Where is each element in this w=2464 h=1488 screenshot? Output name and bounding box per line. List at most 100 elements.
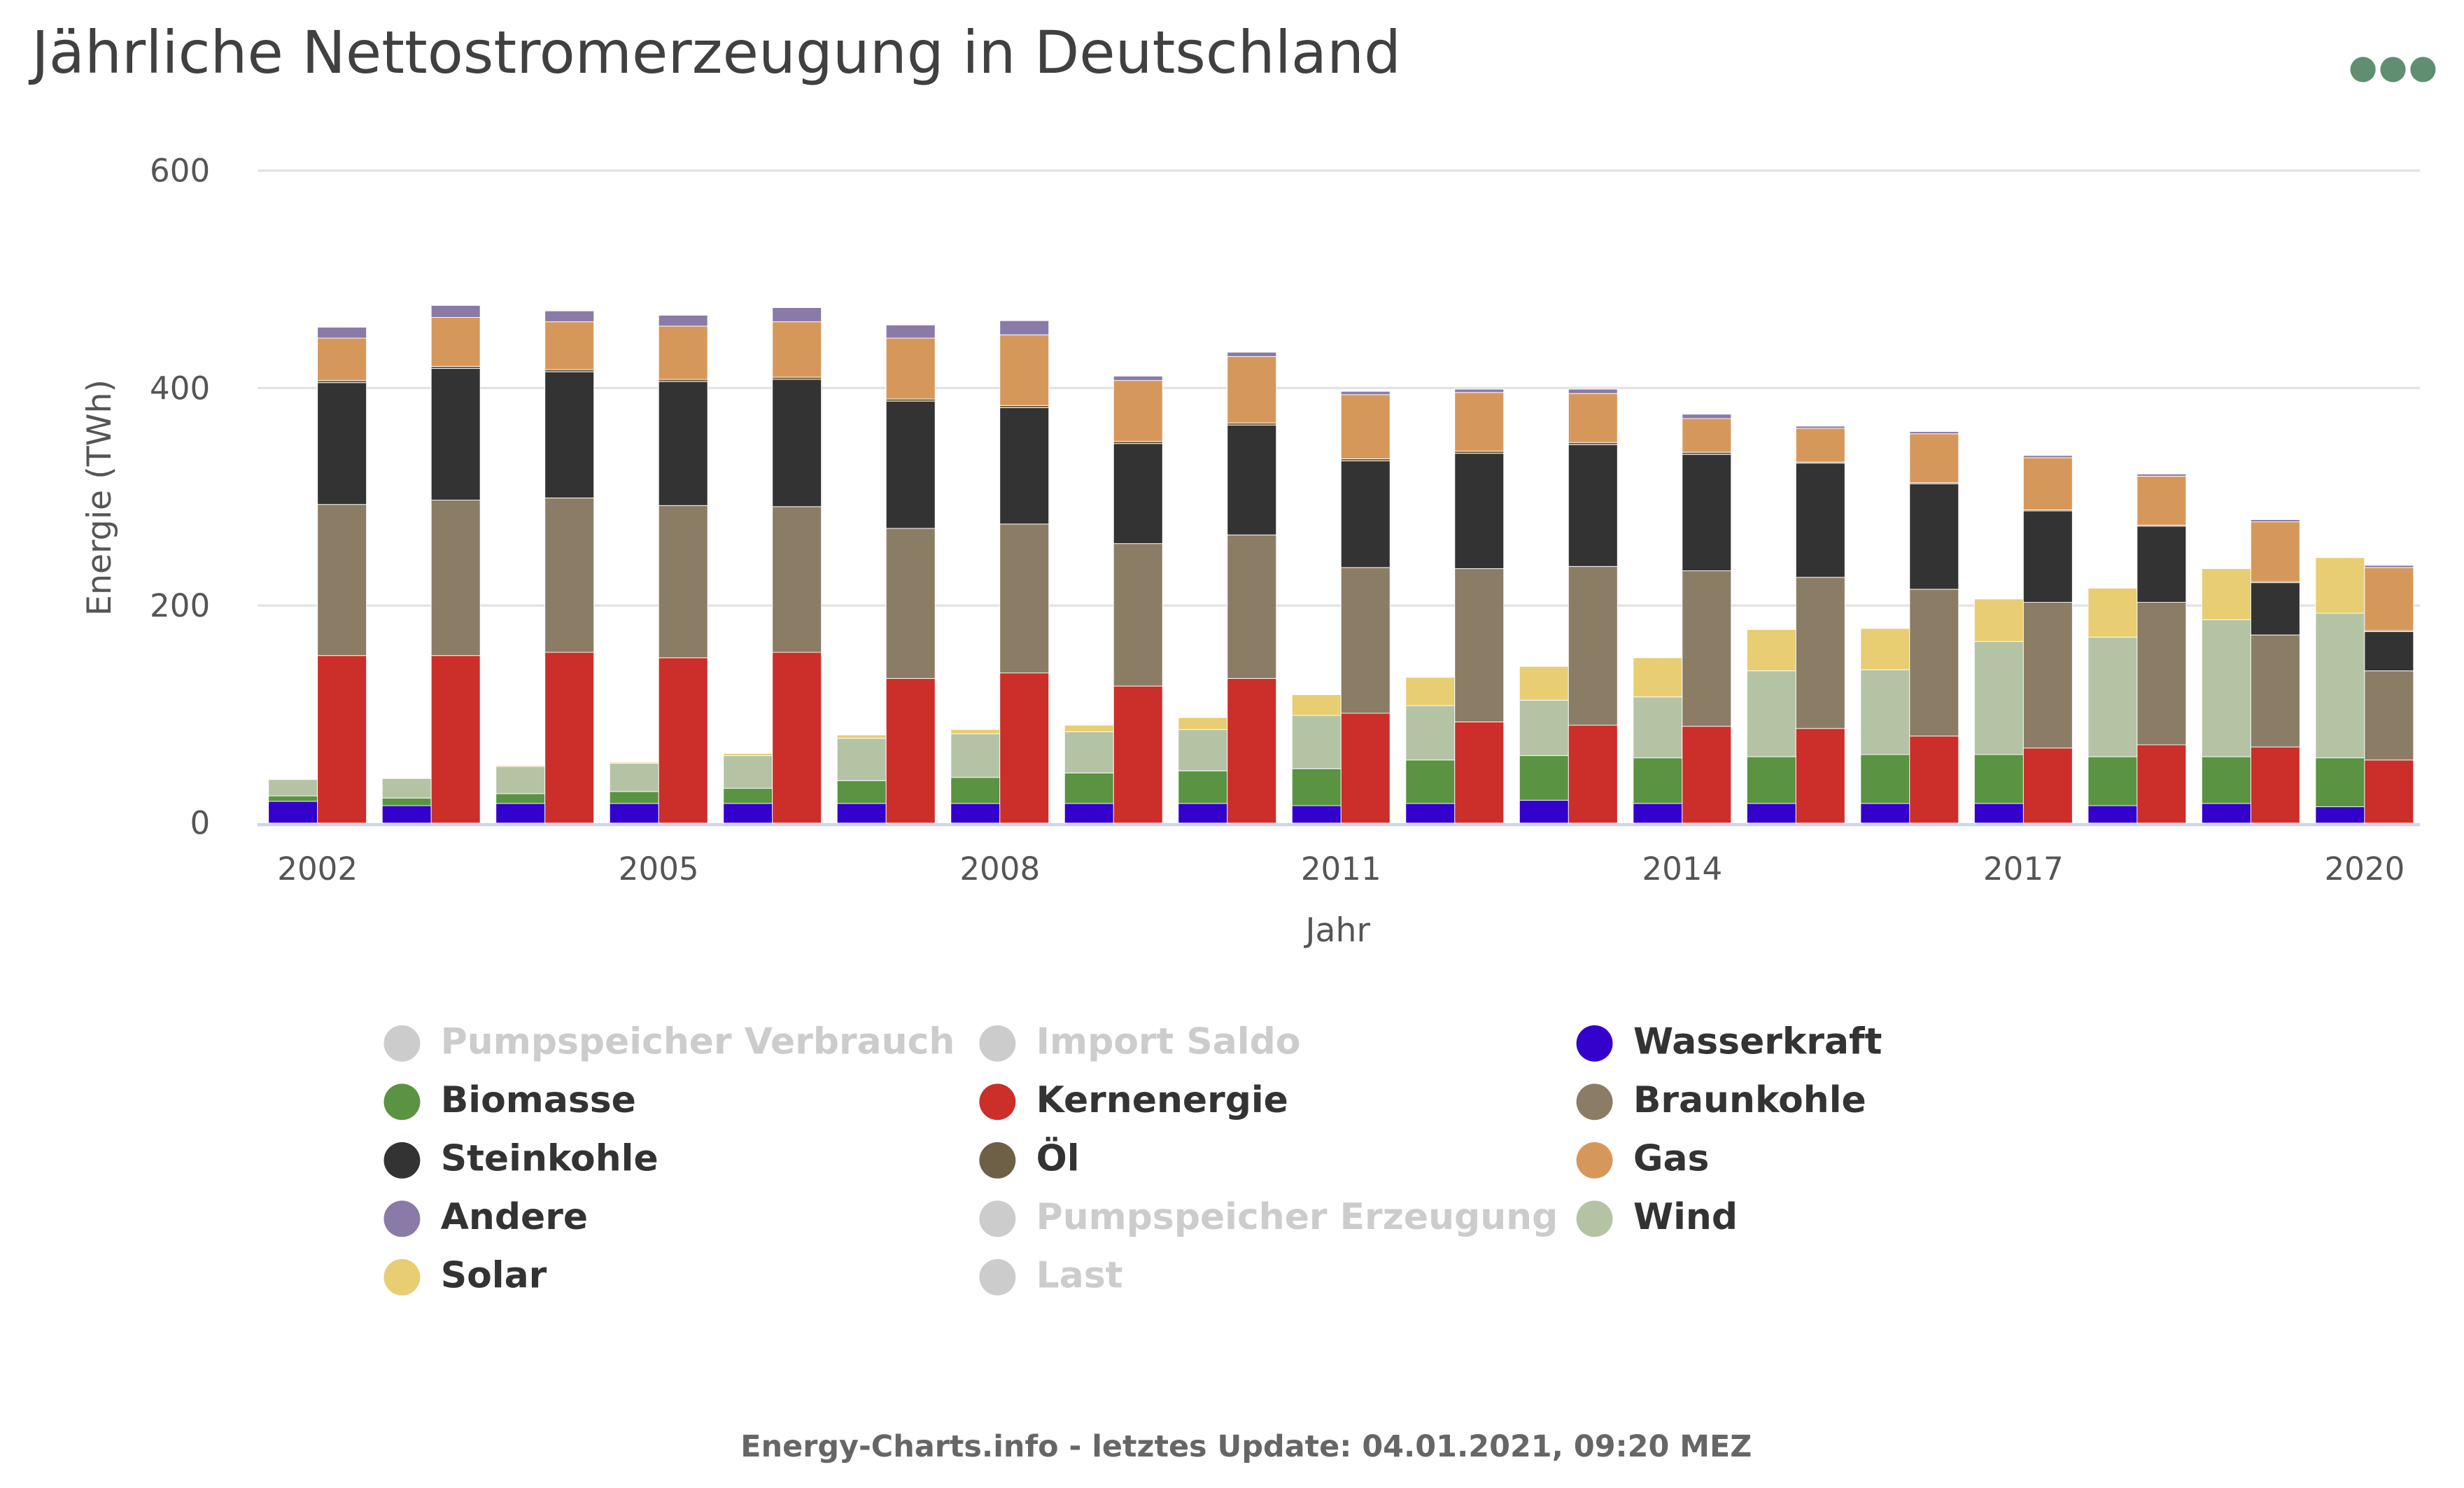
bar-segment-biomasse-2002[interactable]	[268, 795, 318, 802]
bar-segment-biomasse-2011[interactable]	[1291, 768, 1342, 806]
bar-segment-öl-2002[interactable]	[317, 380, 367, 384]
bar-segment-steinkohle-2012[interactable]	[1454, 453, 1505, 569]
bar-segment-andere-2013[interactable]	[1568, 388, 1618, 394]
bar-segment-gas-2010[interactable]	[1227, 356, 1277, 423]
bar-segment-gas-2009[interactable]	[1113, 380, 1163, 442]
bar-segment-öl-2004[interactable]	[544, 369, 595, 372]
bar-segment-wind-2014[interactable]	[1633, 696, 1683, 759]
bar-segment-wind-2012[interactable]	[1405, 705, 1456, 761]
bar-segment-braunkohle-2007[interactable]	[885, 528, 936, 679]
bar-segment-biomasse-2004[interactable]	[495, 793, 546, 804]
bar-segment-wind-2009[interactable]	[1064, 731, 1114, 773]
bar-segment-braunkohle-2011[interactable]	[1340, 567, 1391, 714]
bar-segment-steinkohle-2010[interactable]	[1227, 424, 1277, 535]
bar-segment-gas-2013[interactable]	[1568, 393, 1618, 443]
legend-item-import-saldo[interactable]: Import Saldo	[979, 1022, 1300, 1063]
bar-segment-solar-2010[interactable]	[1178, 717, 1228, 730]
bar-segment-kernenergie-2015[interactable]	[1795, 728, 1845, 824]
bar-segment-andere-2007[interactable]	[885, 324, 936, 339]
bar-segment-solar-2008[interactable]	[950, 729, 1001, 735]
bar-segment-wind-2010[interactable]	[1178, 729, 1228, 771]
bar-segment-kernenergie-2004[interactable]	[544, 652, 595, 824]
bar-segment-öl-2013[interactable]	[1568, 442, 1618, 445]
bar-segment-solar-2011[interactable]	[1291, 694, 1342, 716]
bar-segment-biomasse-2018[interactable]	[2088, 756, 2138, 806]
bar-segment-biomasse-2009[interactable]	[1064, 773, 1114, 804]
legend-item-biomasse[interactable]: Biomasse	[383, 1081, 636, 1122]
legend-item-wasserkraft[interactable]: Wasserkraft	[1576, 1022, 1882, 1063]
legend-item-solar[interactable]: Solar	[383, 1256, 547, 1297]
bar-segment-braunkohle-2020[interactable]	[2364, 670, 2414, 761]
bar-segment-andere-2019[interactable]	[2250, 519, 2300, 523]
bar-segment-wasserkraft-2010[interactable]	[1178, 803, 1228, 824]
bar-segment-wind-2020[interactable]	[2315, 612, 2365, 759]
bar-segment-biomasse-2007[interactable]	[836, 780, 887, 804]
bar-segment-öl-2009[interactable]	[1113, 441, 1163, 444]
bar-segment-andere-2012[interactable]	[1454, 388, 1505, 393]
bar-segment-wasserkraft-2016[interactable]	[1860, 803, 1910, 824]
bar-segment-wasserkraft-2009[interactable]	[1064, 803, 1114, 824]
bar-segment-steinkohle-2008[interactable]	[999, 407, 1050, 525]
bar-segment-steinkohle-2009[interactable]	[1113, 443, 1163, 545]
bar-segment-solar-2014[interactable]	[1633, 657, 1683, 698]
legend-item-öl[interactable]: Öl	[979, 1139, 1080, 1180]
bar-segment-gas-2018[interactable]	[2136, 475, 2187, 526]
bar-segment-öl-2010[interactable]	[1227, 422, 1277, 426]
bar-segment-andere-2020[interactable]	[2364, 565, 2414, 568]
bar-segment-biomasse-2003[interactable]	[381, 797, 432, 806]
bar-segment-kernenergie-2013[interactable]	[1568, 724, 1618, 824]
bar-segment-wind-2002[interactable]	[268, 779, 318, 796]
bar-segment-braunkohle-2010[interactable]	[1227, 534, 1277, 679]
bar-segment-wind-2008[interactable]	[950, 734, 1001, 778]
bar-segment-andere-2011[interactable]	[1340, 391, 1391, 395]
bar-segment-biomasse-2017[interactable]	[1973, 754, 2024, 804]
bar-segment-kernenergie-2014[interactable]	[1682, 726, 1732, 824]
bar-segment-andere-2018[interactable]	[2136, 473, 2187, 477]
bar-segment-gas-2011[interactable]	[1340, 394, 1391, 459]
bar-segment-solar-2005[interactable]	[609, 761, 659, 764]
bar-segment-kernenergie-2011[interactable]	[1340, 713, 1391, 824]
bar-segment-kernenergie-2020[interactable]	[2364, 759, 2414, 824]
bar-segment-biomasse-2020[interactable]	[2315, 757, 2365, 808]
bar-segment-gas-2019[interactable]	[2250, 521, 2300, 582]
bar-segment-steinkohle-2003[interactable]	[430, 368, 481, 500]
bar-segment-braunkohle-2006[interactable]	[772, 506, 822, 653]
bar-segment-steinkohle-2004[interactable]	[544, 371, 595, 498]
bar-segment-öl-2011[interactable]	[1340, 458, 1391, 462]
bar-segment-gas-2015[interactable]	[1795, 428, 1845, 463]
bar-segment-öl-2012[interactable]	[1454, 451, 1505, 454]
bar-segment-wasserkraft-2015[interactable]	[1746, 803, 1796, 824]
bar-segment-steinkohle-2011[interactable]	[1340, 461, 1391, 568]
bar-segment-biomasse-2008[interactable]	[950, 777, 1001, 804]
bar-segment-solar-2017[interactable]	[1973, 598, 2024, 642]
legend-item-pumpspeicher-erzeugung[interactable]: Pumpspeicher Erzeugung	[979, 1198, 1558, 1239]
bar-segment-braunkohle-2017[interactable]	[2022, 602, 2073, 749]
bar-segment-wind-2018[interactable]	[2088, 636, 2138, 757]
bar-segment-solar-2007[interactable]	[836, 734, 887, 739]
bar-segment-wind-2015[interactable]	[1746, 670, 1796, 757]
bar-segment-gas-2007[interactable]	[885, 337, 936, 400]
bar-segment-andere-2003[interactable]	[430, 304, 481, 318]
bar-segment-braunkohle-2009[interactable]	[1113, 543, 1163, 687]
bar-segment-andere-2014[interactable]	[1682, 414, 1732, 419]
bar-segment-steinkohle-2019[interactable]	[2250, 582, 2300, 636]
three-dots-menu-icon[interactable]	[2350, 57, 2436, 83]
legend-item-pumpspeicher-verbrauch[interactable]: Pumpspeicher Verbrauch	[383, 1022, 955, 1063]
bar-segment-wasserkraft-2017[interactable]	[1973, 803, 2024, 824]
bar-segment-kernenergie-2008[interactable]	[999, 673, 1050, 824]
bar-segment-andere-2004[interactable]	[544, 310, 595, 323]
bar-segment-öl-2003[interactable]	[430, 365, 481, 369]
bar-segment-solar-2009[interactable]	[1064, 724, 1114, 732]
bar-segment-wind-2007[interactable]	[836, 738, 887, 781]
bar-segment-braunkohle-2005[interactable]	[658, 505, 708, 659]
bar-segment-öl-2006[interactable]	[772, 377, 822, 380]
legend-item-gas[interactable]: Gas	[1576, 1139, 1709, 1180]
bar-segment-gas-2005[interactable]	[658, 325, 708, 380]
bar-segment-biomasse-2013[interactable]	[1519, 755, 1569, 801]
bar-segment-andere-2005[interactable]	[658, 314, 708, 327]
bar-segment-braunkohle-2015[interactable]	[1795, 577, 1845, 729]
bar-segment-wasserkraft-2014[interactable]	[1633, 803, 1683, 824]
bar-segment-wasserkraft-2011[interactable]	[1291, 805, 1342, 824]
legend-item-last[interactable]: Last	[979, 1256, 1123, 1297]
bar-segment-steinkohle-2013[interactable]	[1568, 444, 1618, 567]
